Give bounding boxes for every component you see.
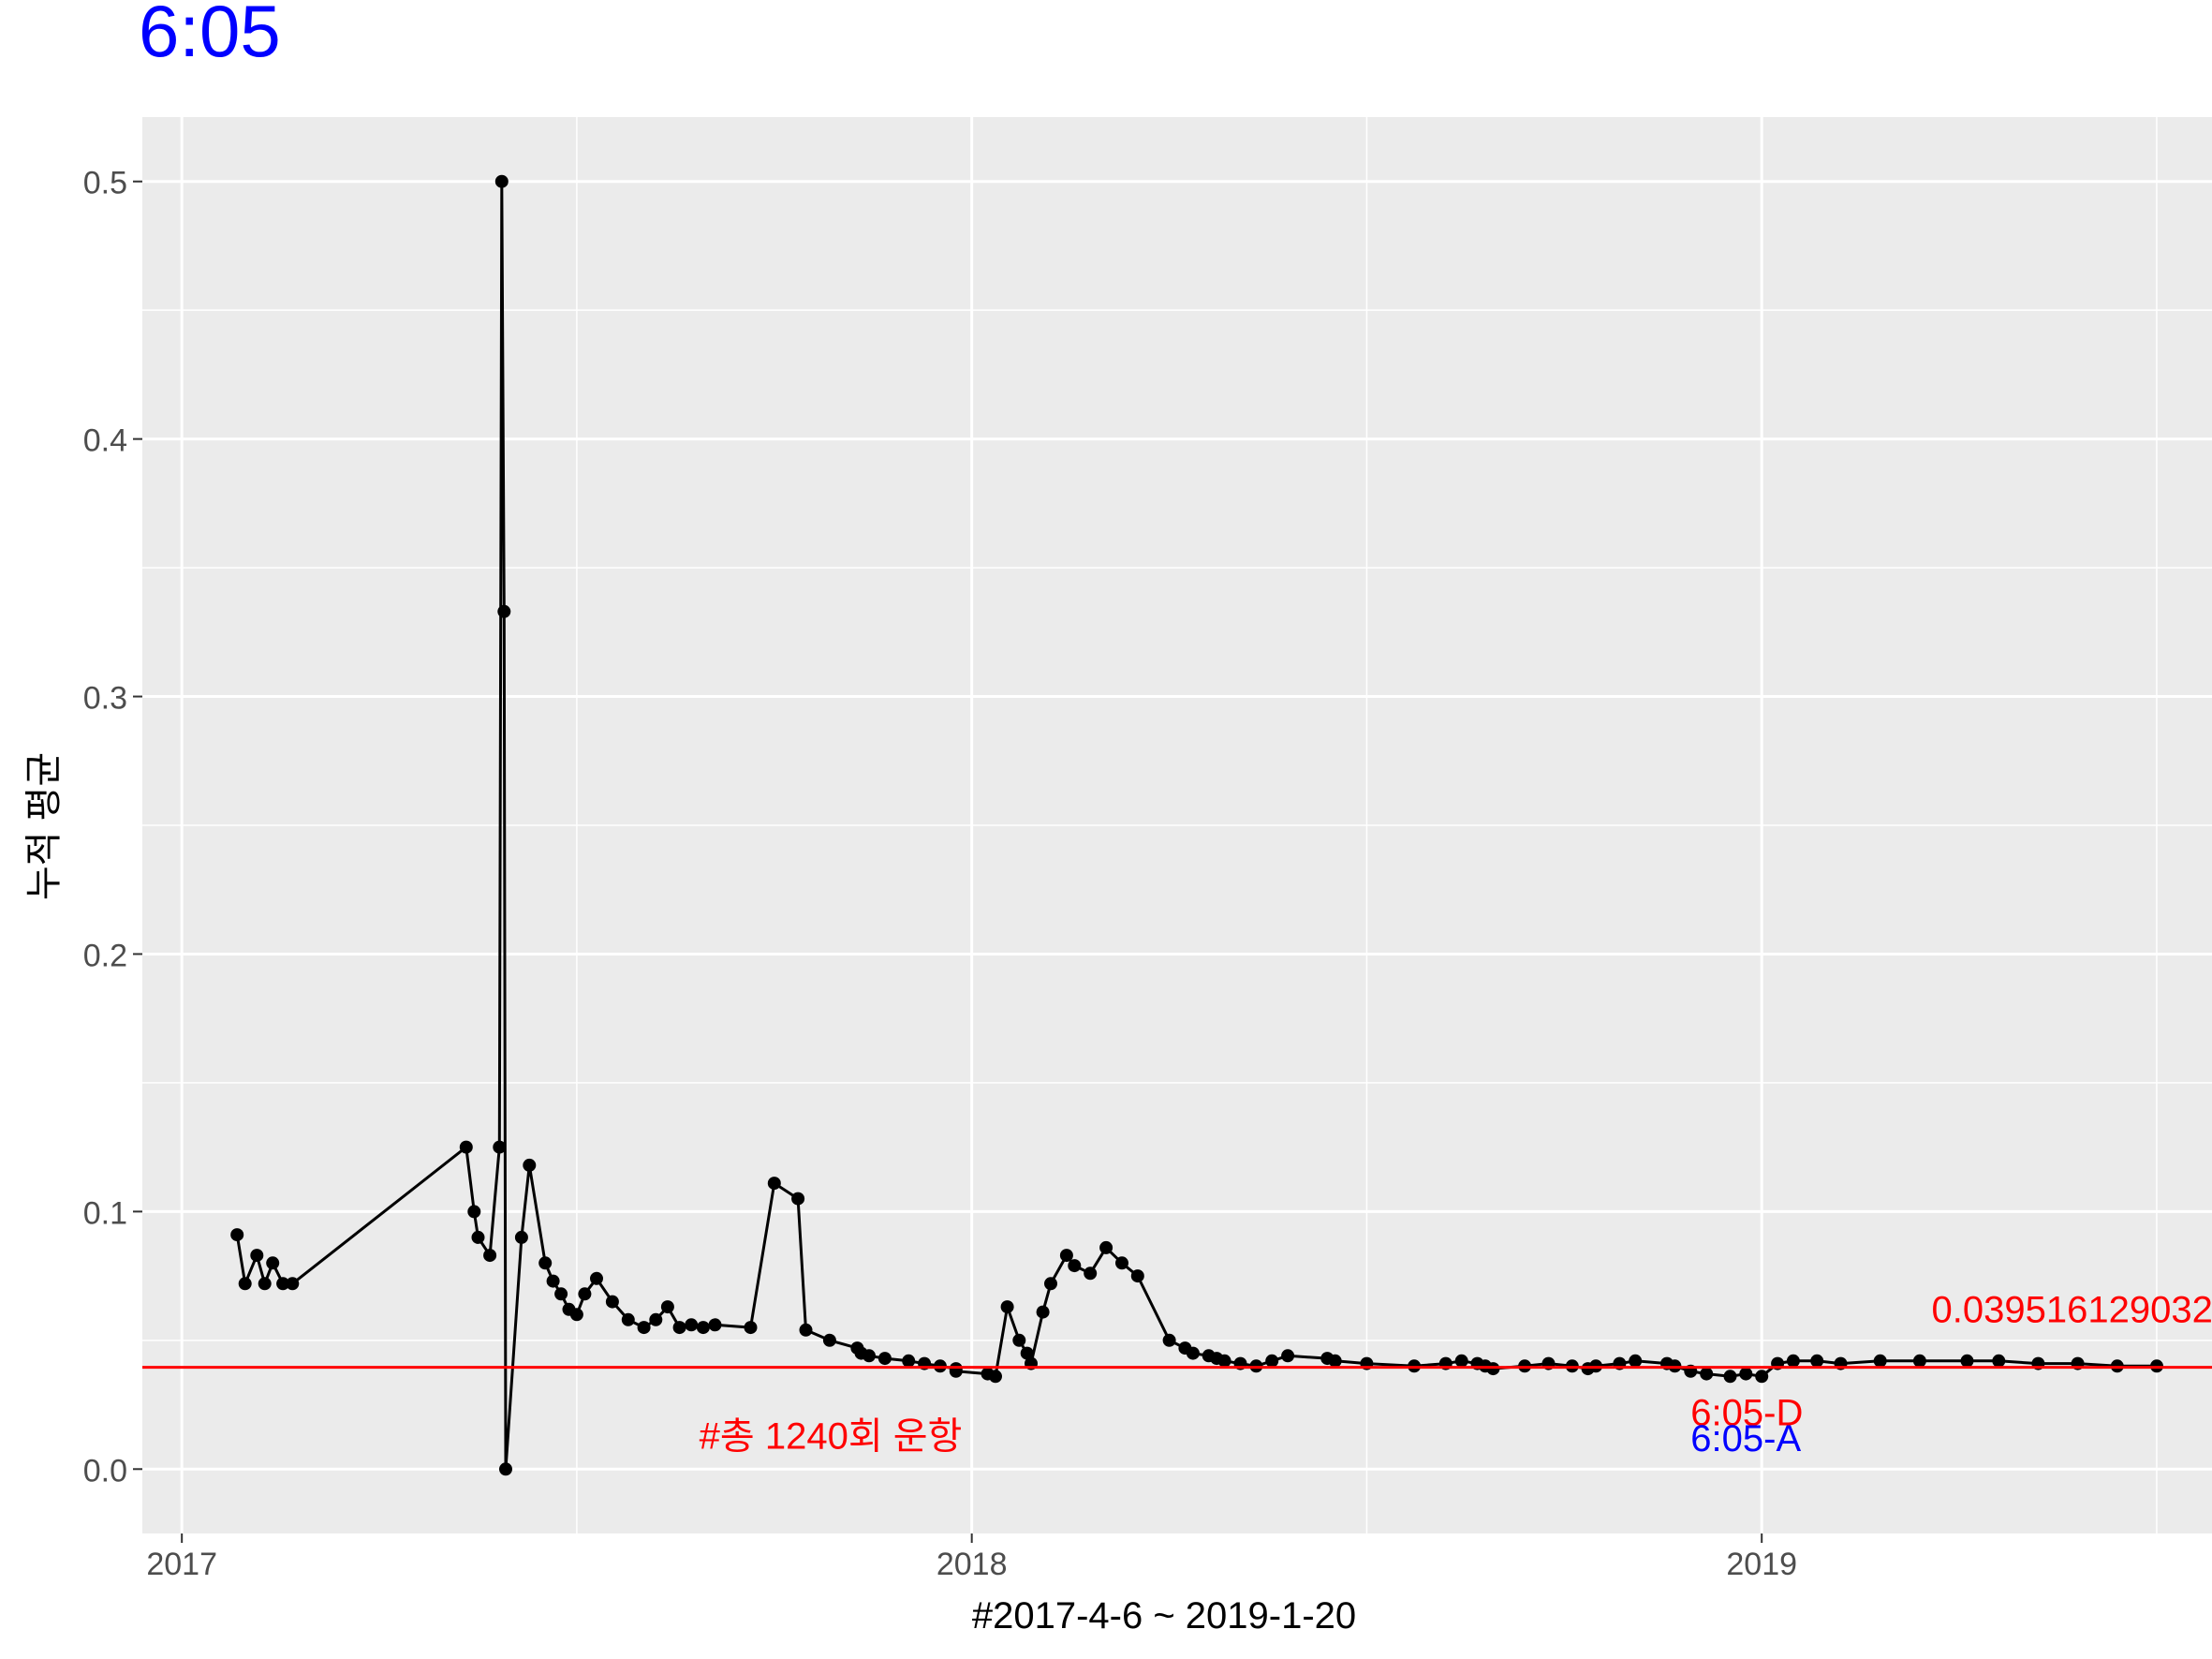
data-point: [467, 1205, 481, 1219]
data-point: [672, 1321, 686, 1335]
data-point: [1020, 1346, 1034, 1360]
data-point: [744, 1321, 758, 1335]
data-point: [822, 1333, 836, 1347]
data-point: [266, 1256, 280, 1270]
data-point: [538, 1256, 553, 1270]
data-point: [989, 1370, 1002, 1384]
data-point: [514, 1230, 528, 1244]
data-point: [1217, 1354, 1231, 1368]
data-point: [1328, 1354, 1342, 1368]
data-point: [767, 1177, 781, 1191]
data-point: [1700, 1367, 1714, 1381]
data-point: [494, 174, 509, 188]
x-tick-label: 2019: [1726, 1547, 1797, 1582]
y-axis: 0.0 0.1 0.2 0.3 0.4 0.5: [83, 166, 142, 1489]
data-point: [499, 1462, 512, 1476]
x-axis-label: #2017-4-6 ~ 2019-1-20: [972, 1595, 1356, 1637]
data-point: [1115, 1256, 1128, 1270]
data-point: [621, 1312, 635, 1326]
data-point: [1130, 1269, 1144, 1283]
x-axis: 2017 2018 2019: [146, 1533, 1797, 1582]
y-tick-label: 0.1: [83, 1195, 127, 1231]
y-tick-label: 0.3: [83, 681, 127, 717]
data-point: [696, 1321, 710, 1335]
data-point: [569, 1308, 583, 1322]
data-point: [554, 1287, 568, 1301]
data-point: [1629, 1354, 1643, 1368]
data-point: [1068, 1259, 1082, 1273]
y-tick-label: 0.5: [83, 166, 127, 201]
data-point: [605, 1295, 619, 1309]
data-point: [902, 1354, 916, 1368]
annotation-label: #총 1240회 운항: [700, 1415, 963, 1457]
data-point: [1810, 1354, 1824, 1368]
y-tick-label: 0.0: [83, 1453, 127, 1489]
data-point: [1992, 1354, 2006, 1368]
data-point: [1044, 1277, 1057, 1291]
annotations: 0.03951612903226 #총 1240회 운항 6:05-D6:05-A: [700, 1290, 2212, 1459]
data-point: [546, 1274, 560, 1288]
data-point: [1960, 1354, 1974, 1368]
data-point: [1012, 1333, 1026, 1347]
grid-major: [142, 117, 2212, 1533]
data-point: [286, 1277, 300, 1291]
data-point: [637, 1321, 651, 1335]
data-point: [708, 1318, 722, 1332]
data-point: [1786, 1354, 1800, 1368]
data-point: [523, 1158, 537, 1172]
data-point: [877, 1352, 892, 1366]
data-point: [1265, 1354, 1279, 1368]
data-point: [483, 1249, 497, 1263]
annotation-label: 6:05-A: [1690, 1418, 1801, 1459]
chart-title: 6:05: [139, 0, 281, 72]
data-point: [258, 1277, 272, 1291]
data-point: [1162, 1333, 1176, 1347]
data-point: [459, 1140, 473, 1154]
data-point: [1281, 1349, 1295, 1363]
data-point: [791, 1192, 805, 1206]
data-point: [1186, 1346, 1200, 1360]
data-point: [1036, 1305, 1050, 1319]
data-point: [497, 604, 511, 618]
data-point: [1059, 1249, 1073, 1263]
data-point: [250, 1249, 264, 1263]
grid-minor: [142, 117, 2212, 1533]
data-point: [1099, 1240, 1113, 1254]
data-point: [1739, 1367, 1753, 1381]
data-point: [578, 1287, 592, 1301]
data-point: [1000, 1300, 1014, 1314]
data-point: [276, 1277, 290, 1291]
x-tick-label: 2018: [936, 1547, 1008, 1582]
data-point: [660, 1300, 674, 1314]
data-point: [238, 1277, 252, 1291]
y-tick-label: 0.4: [83, 423, 127, 459]
data-point: [1454, 1354, 1468, 1368]
annotation-label: 6:05-D: [1690, 1393, 1803, 1434]
data-point: [1912, 1354, 1926, 1368]
data-point: [799, 1323, 813, 1337]
data-point: [1723, 1370, 1737, 1384]
data-point: [1084, 1266, 1098, 1281]
data-point: [649, 1312, 663, 1326]
data-point: [1873, 1354, 1887, 1368]
y-tick-label: 0.2: [83, 938, 127, 973]
data-point: [493, 1140, 507, 1154]
series-layer: [230, 174, 2163, 1476]
data-point: [471, 1230, 485, 1244]
data-point: [685, 1318, 699, 1332]
annotation-label: 0.03951612903226: [1932, 1290, 2212, 1331]
data-point: [863, 1349, 876, 1363]
y-axis-label: 누적 평균: [23, 752, 65, 900]
x-tick-label: 2017: [146, 1547, 217, 1582]
data-point: [590, 1271, 603, 1285]
data-point: [230, 1228, 244, 1242]
data-point: [1755, 1370, 1769, 1384]
